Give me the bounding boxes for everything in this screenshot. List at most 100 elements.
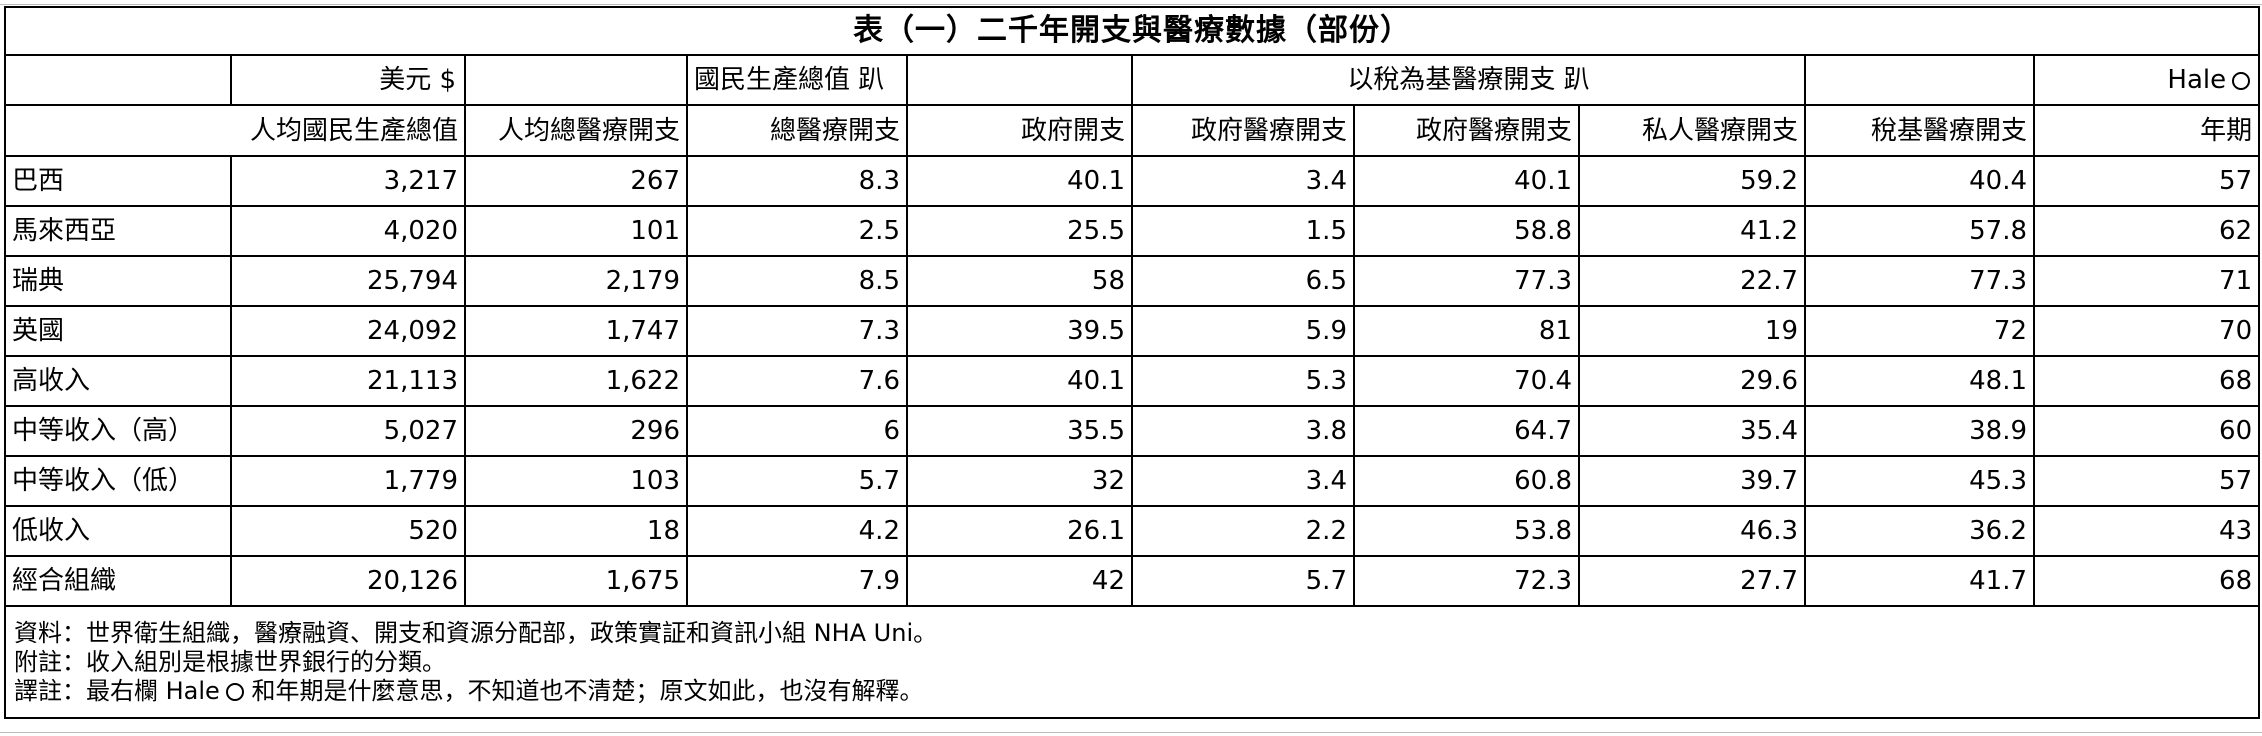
header-cell-empty[interactable] — [4, 54, 232, 106]
header-usd[interactable]: 美元 $ — [230, 54, 466, 106]
cell[interactable]: 1,675 — [464, 555, 688, 607]
header-cell-empty[interactable] — [1804, 54, 2035, 106]
cell[interactable]: 77.3 — [1353, 255, 1580, 307]
cell[interactable]: 40.1 — [906, 155, 1133, 207]
cell[interactable]: 38.9 — [1804, 405, 2035, 457]
cell[interactable]: 60 — [2032, 405, 2261, 457]
cell[interactable]: 7.6 — [686, 355, 908, 407]
notes-cell[interactable]: 資料：世界衛生組織，醫療融資、開支和資源分配部，政策實証和資訊小組 NHA Un… — [3, 605, 2261, 719]
cell[interactable]: 57 — [2032, 455, 2261, 507]
cell[interactable]: 4,020 — [230, 205, 466, 257]
cell[interactable]: 77.3 — [1804, 255, 2035, 307]
cell[interactable]: 101 — [464, 205, 688, 257]
cell[interactable]: 5.7 — [686, 455, 908, 507]
header-hale[interactable]: Hale — [2032, 54, 2261, 106]
header-sub-6[interactable]: 私人醫療開支 — [1578, 104, 1806, 157]
cell[interactable]: 57.8 — [1804, 205, 2035, 257]
cell[interactable]: 39.7 — [1578, 455, 1806, 507]
header-sub-5[interactable]: 政府醫療開支 — [1353, 104, 1580, 157]
cell[interactable]: 25,794 — [230, 255, 466, 307]
header-sub-0[interactable]: 人均國民生產總值 — [4, 104, 466, 157]
cell[interactable]: 72.3 — [1353, 555, 1580, 607]
cell[interactable]: 45.3 — [1804, 455, 2035, 507]
cell[interactable]: 32 — [906, 455, 1133, 507]
cell[interactable]: 103 — [464, 455, 688, 507]
cell[interactable]: 25.5 — [906, 205, 1133, 257]
cell[interactable]: 27.7 — [1578, 555, 1806, 607]
row-label[interactable]: 巴西 — [4, 155, 232, 207]
cell[interactable]: 59.2 — [1578, 155, 1806, 207]
cell[interactable]: 21,113 — [230, 355, 466, 407]
cell[interactable]: 46.3 — [1578, 505, 1806, 557]
cell[interactable]: 58.8 — [1353, 205, 1580, 257]
cell[interactable]: 64.7 — [1353, 405, 1580, 457]
cell[interactable]: 2.5 — [686, 205, 908, 257]
cell[interactable]: 72 — [1804, 305, 2035, 357]
cell[interactable]: 1,747 — [464, 305, 688, 357]
header-sub-4[interactable]: 政府醫療開支 — [1131, 104, 1355, 157]
cell[interactable]: 8.5 — [686, 255, 908, 307]
row-label[interactable]: 馬來西亞 — [4, 205, 232, 257]
cell[interactable]: 5.3 — [1131, 355, 1355, 407]
cell[interactable]: 53.8 — [1353, 505, 1580, 557]
cell[interactable]: 70.4 — [1353, 355, 1580, 407]
cell[interactable]: 296 — [464, 405, 688, 457]
cell[interactable]: 3.8 — [1131, 405, 1355, 457]
cell[interactable]: 7.3 — [686, 305, 908, 357]
cell[interactable]: 71 — [2032, 255, 2261, 307]
cell[interactable]: 3,217 — [230, 155, 466, 207]
header-cell-empty[interactable] — [906, 54, 1133, 106]
cell[interactable]: 81 — [1353, 305, 1580, 357]
cell[interactable]: 8.3 — [686, 155, 908, 207]
cell[interactable]: 2.2 — [1131, 505, 1355, 557]
cell[interactable]: 6 — [686, 405, 908, 457]
row-label[interactable]: 瑞典 — [4, 255, 232, 307]
cell[interactable]: 29.6 — [1578, 355, 1806, 407]
cell[interactable]: 4.2 — [686, 505, 908, 557]
cell[interactable]: 39.5 — [906, 305, 1133, 357]
cell[interactable]: 5.9 — [1131, 305, 1355, 357]
cell[interactable]: 40.1 — [906, 355, 1133, 407]
cell[interactable]: 40.1 — [1353, 155, 1580, 207]
cell[interactable]: 19 — [1578, 305, 1806, 357]
cell[interactable]: 20,126 — [230, 555, 466, 607]
cell[interactable]: 5,027 — [230, 405, 466, 457]
cell[interactable]: 3.4 — [1131, 455, 1355, 507]
cell[interactable]: 2,179 — [464, 255, 688, 307]
header-sub-1[interactable]: 人均總醫療開支 — [464, 104, 688, 157]
header-sub-3[interactable]: 政府開支 — [906, 104, 1133, 157]
cell[interactable]: 3.4 — [1131, 155, 1355, 207]
cell[interactable]: 40.4 — [1804, 155, 2035, 207]
cell[interactable]: 18 — [464, 505, 688, 557]
cell[interactable]: 68 — [2032, 355, 2261, 407]
row-label[interactable]: 英國 — [4, 305, 232, 357]
row-label[interactable]: 中等收入（低） — [4, 455, 232, 507]
cell[interactable]: 35.4 — [1578, 405, 1806, 457]
header-sub-2[interactable]: 總醫療開支 — [686, 104, 908, 157]
cell[interactable]: 36.2 — [1804, 505, 2035, 557]
cell[interactable]: 7.9 — [686, 555, 908, 607]
header-gnp-share[interactable]: 國民生產總值 趴 — [686, 54, 908, 106]
cell[interactable]: 43 — [2032, 505, 2261, 557]
cell[interactable]: 58 — [906, 255, 1133, 307]
cell[interactable]: 62 — [2032, 205, 2261, 257]
row-label[interactable]: 中等收入（高） — [4, 405, 232, 457]
row-label[interactable]: 高收入 — [4, 355, 232, 407]
row-label[interactable]: 低收入 — [4, 505, 232, 557]
cell[interactable]: 70 — [2032, 305, 2261, 357]
cell[interactable]: 48.1 — [1804, 355, 2035, 407]
cell[interactable]: 1,779 — [230, 455, 466, 507]
header-sub-8[interactable]: 年期 — [2032, 104, 2261, 157]
cell[interactable]: 267 — [464, 155, 688, 207]
cell[interactable]: 520 — [230, 505, 466, 557]
cell[interactable]: 1.5 — [1131, 205, 1355, 257]
cell[interactable]: 6.5 — [1131, 255, 1355, 307]
cell[interactable]: 41.2 — [1578, 205, 1806, 257]
cell[interactable]: 42 — [906, 555, 1133, 607]
cell[interactable]: 1,622 — [464, 355, 688, 407]
cell[interactable]: 68 — [2032, 555, 2261, 607]
cell[interactable]: 35.5 — [906, 405, 1133, 457]
cell[interactable]: 26.1 — [906, 505, 1133, 557]
header-cell-empty[interactable] — [464, 54, 688, 106]
cell[interactable]: 22.7 — [1578, 255, 1806, 307]
